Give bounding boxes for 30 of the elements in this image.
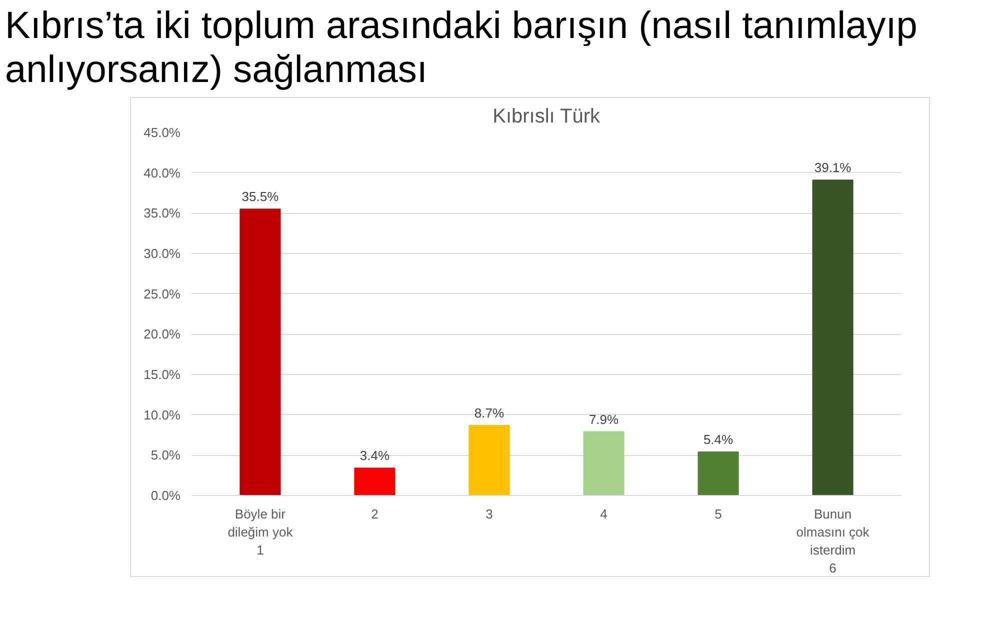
y-tick-label: 35.0% xyxy=(144,206,181,222)
y-tick-label: 5.0% xyxy=(150,448,181,464)
data-label: 3.4% xyxy=(360,448,390,464)
data-label: 7.9% xyxy=(588,412,620,428)
chart-title: Kıbrıs’ta iki toplum arasındaki barışın (nasıl tanımlayıp anlıyorsanız) sağlanması xyxy=(5,5,918,92)
y-tick-label: 15.0% xyxy=(144,367,181,382)
y-tick-label: 30.0% xyxy=(144,246,181,262)
bar xyxy=(812,180,854,496)
x-tick-label: Bunun olmasını çok isterdim 6 xyxy=(796,506,870,576)
bar xyxy=(583,432,624,496)
data-label: 5.4% xyxy=(703,432,734,448)
bar xyxy=(240,209,281,496)
x-tick-label: 5 xyxy=(714,506,722,522)
x-tick-label: Böyle bir dileğim yok 1 xyxy=(228,506,294,558)
y-tick-label: 45.0% xyxy=(144,125,181,140)
x-tick-label: 2 xyxy=(371,506,378,522)
y-tick-label: 25.0% xyxy=(144,286,181,302)
x-tick-label: 3 xyxy=(486,506,493,522)
y-tick-label: 20.0% xyxy=(144,327,181,342)
y-tick-label: 0.0% xyxy=(150,488,181,504)
chart-subtitle: Kıbrıslı Türk xyxy=(492,106,602,128)
y-tick-label: 40.0% xyxy=(144,166,181,181)
bar xyxy=(698,452,739,496)
bar xyxy=(468,425,510,496)
y-tick-label: 10.0% xyxy=(144,408,181,423)
data-label: 8.7% xyxy=(474,406,504,421)
data-label: 35.5% xyxy=(242,190,280,205)
data-label: 39.1% xyxy=(814,160,852,176)
x-tick-label: 4 xyxy=(600,506,608,522)
bar xyxy=(354,468,396,496)
